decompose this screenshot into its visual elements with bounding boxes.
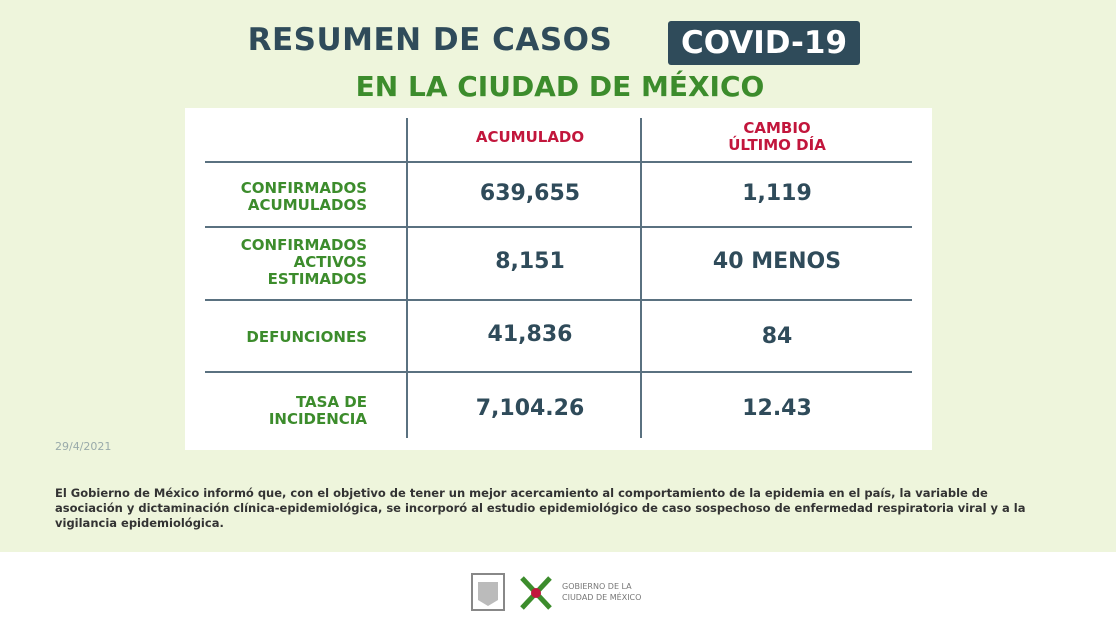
subtitle: EN LA CIUDAD DE MÉXICO xyxy=(355,70,765,103)
cell: 639,655 xyxy=(479,181,581,206)
divider xyxy=(205,226,912,228)
row-label: TASA DE INCIDENCIA xyxy=(185,394,367,428)
divider xyxy=(205,299,912,301)
row-label: CONFIRMADOS ACTIVOS ESTIMADOS xyxy=(185,237,367,288)
divider xyxy=(640,118,642,438)
logo-shield xyxy=(478,582,498,606)
logo-line: CIUDAD DE MÉXICO xyxy=(562,593,642,602)
title: RESUMEN DE CASOS xyxy=(247,22,613,58)
text-line: CONFIRMADOS xyxy=(240,236,367,254)
cell: 8,151 xyxy=(495,249,565,274)
text-line: DEFUNCIONES xyxy=(246,328,367,346)
column-header: ACUMULADO xyxy=(430,129,630,146)
cell: 84 xyxy=(761,324,793,349)
logos xyxy=(471,573,552,611)
row-label: DEFUNCIONES xyxy=(185,329,367,346)
cell: 12.43 xyxy=(742,396,812,421)
text-line: ÚLTIMO DÍA xyxy=(728,136,826,154)
logo-cdmx xyxy=(531,588,541,598)
logo-text: GOBIERNO DE LA CIUDAD DE MÉXICO xyxy=(562,581,641,603)
table: ACUMULADO CAMBIO ÚLTIMO DÍA CONFIRMADOS AC… xyxy=(185,108,932,450)
row-label: CONFIRMADOS ACUMULADOS xyxy=(185,180,367,214)
text-line: INCIDENCIA xyxy=(268,410,367,428)
column-header: CAMBIO ÚLTIMO DÍA xyxy=(677,120,877,154)
cell: 41,836 xyxy=(487,322,573,347)
text-line: ACUMULADO xyxy=(475,128,585,146)
badge: COVID-19 xyxy=(668,21,860,65)
logo-shield xyxy=(471,573,505,611)
note: El Gobierno de México informó que, con e… xyxy=(55,486,1026,530)
text-line: CAMBIO xyxy=(743,119,811,137)
logo-line: GOBIERNO DE LA xyxy=(562,582,632,591)
divider xyxy=(205,161,912,163)
text-line: CONFIRMADOS xyxy=(240,179,367,197)
text-line: ESTIMADOS xyxy=(267,270,367,288)
divider xyxy=(205,371,912,373)
divider xyxy=(406,118,408,438)
cell: 40 MENOS xyxy=(712,249,842,274)
date: 29/4/2021 xyxy=(55,440,112,453)
cell: 1,119 xyxy=(742,181,812,206)
text-line: ACUMULADOS xyxy=(247,196,367,214)
text-line: ACTIVOS xyxy=(293,253,367,271)
text-line: TASA DE xyxy=(295,393,367,411)
cell: 7,104.26 xyxy=(475,396,585,421)
